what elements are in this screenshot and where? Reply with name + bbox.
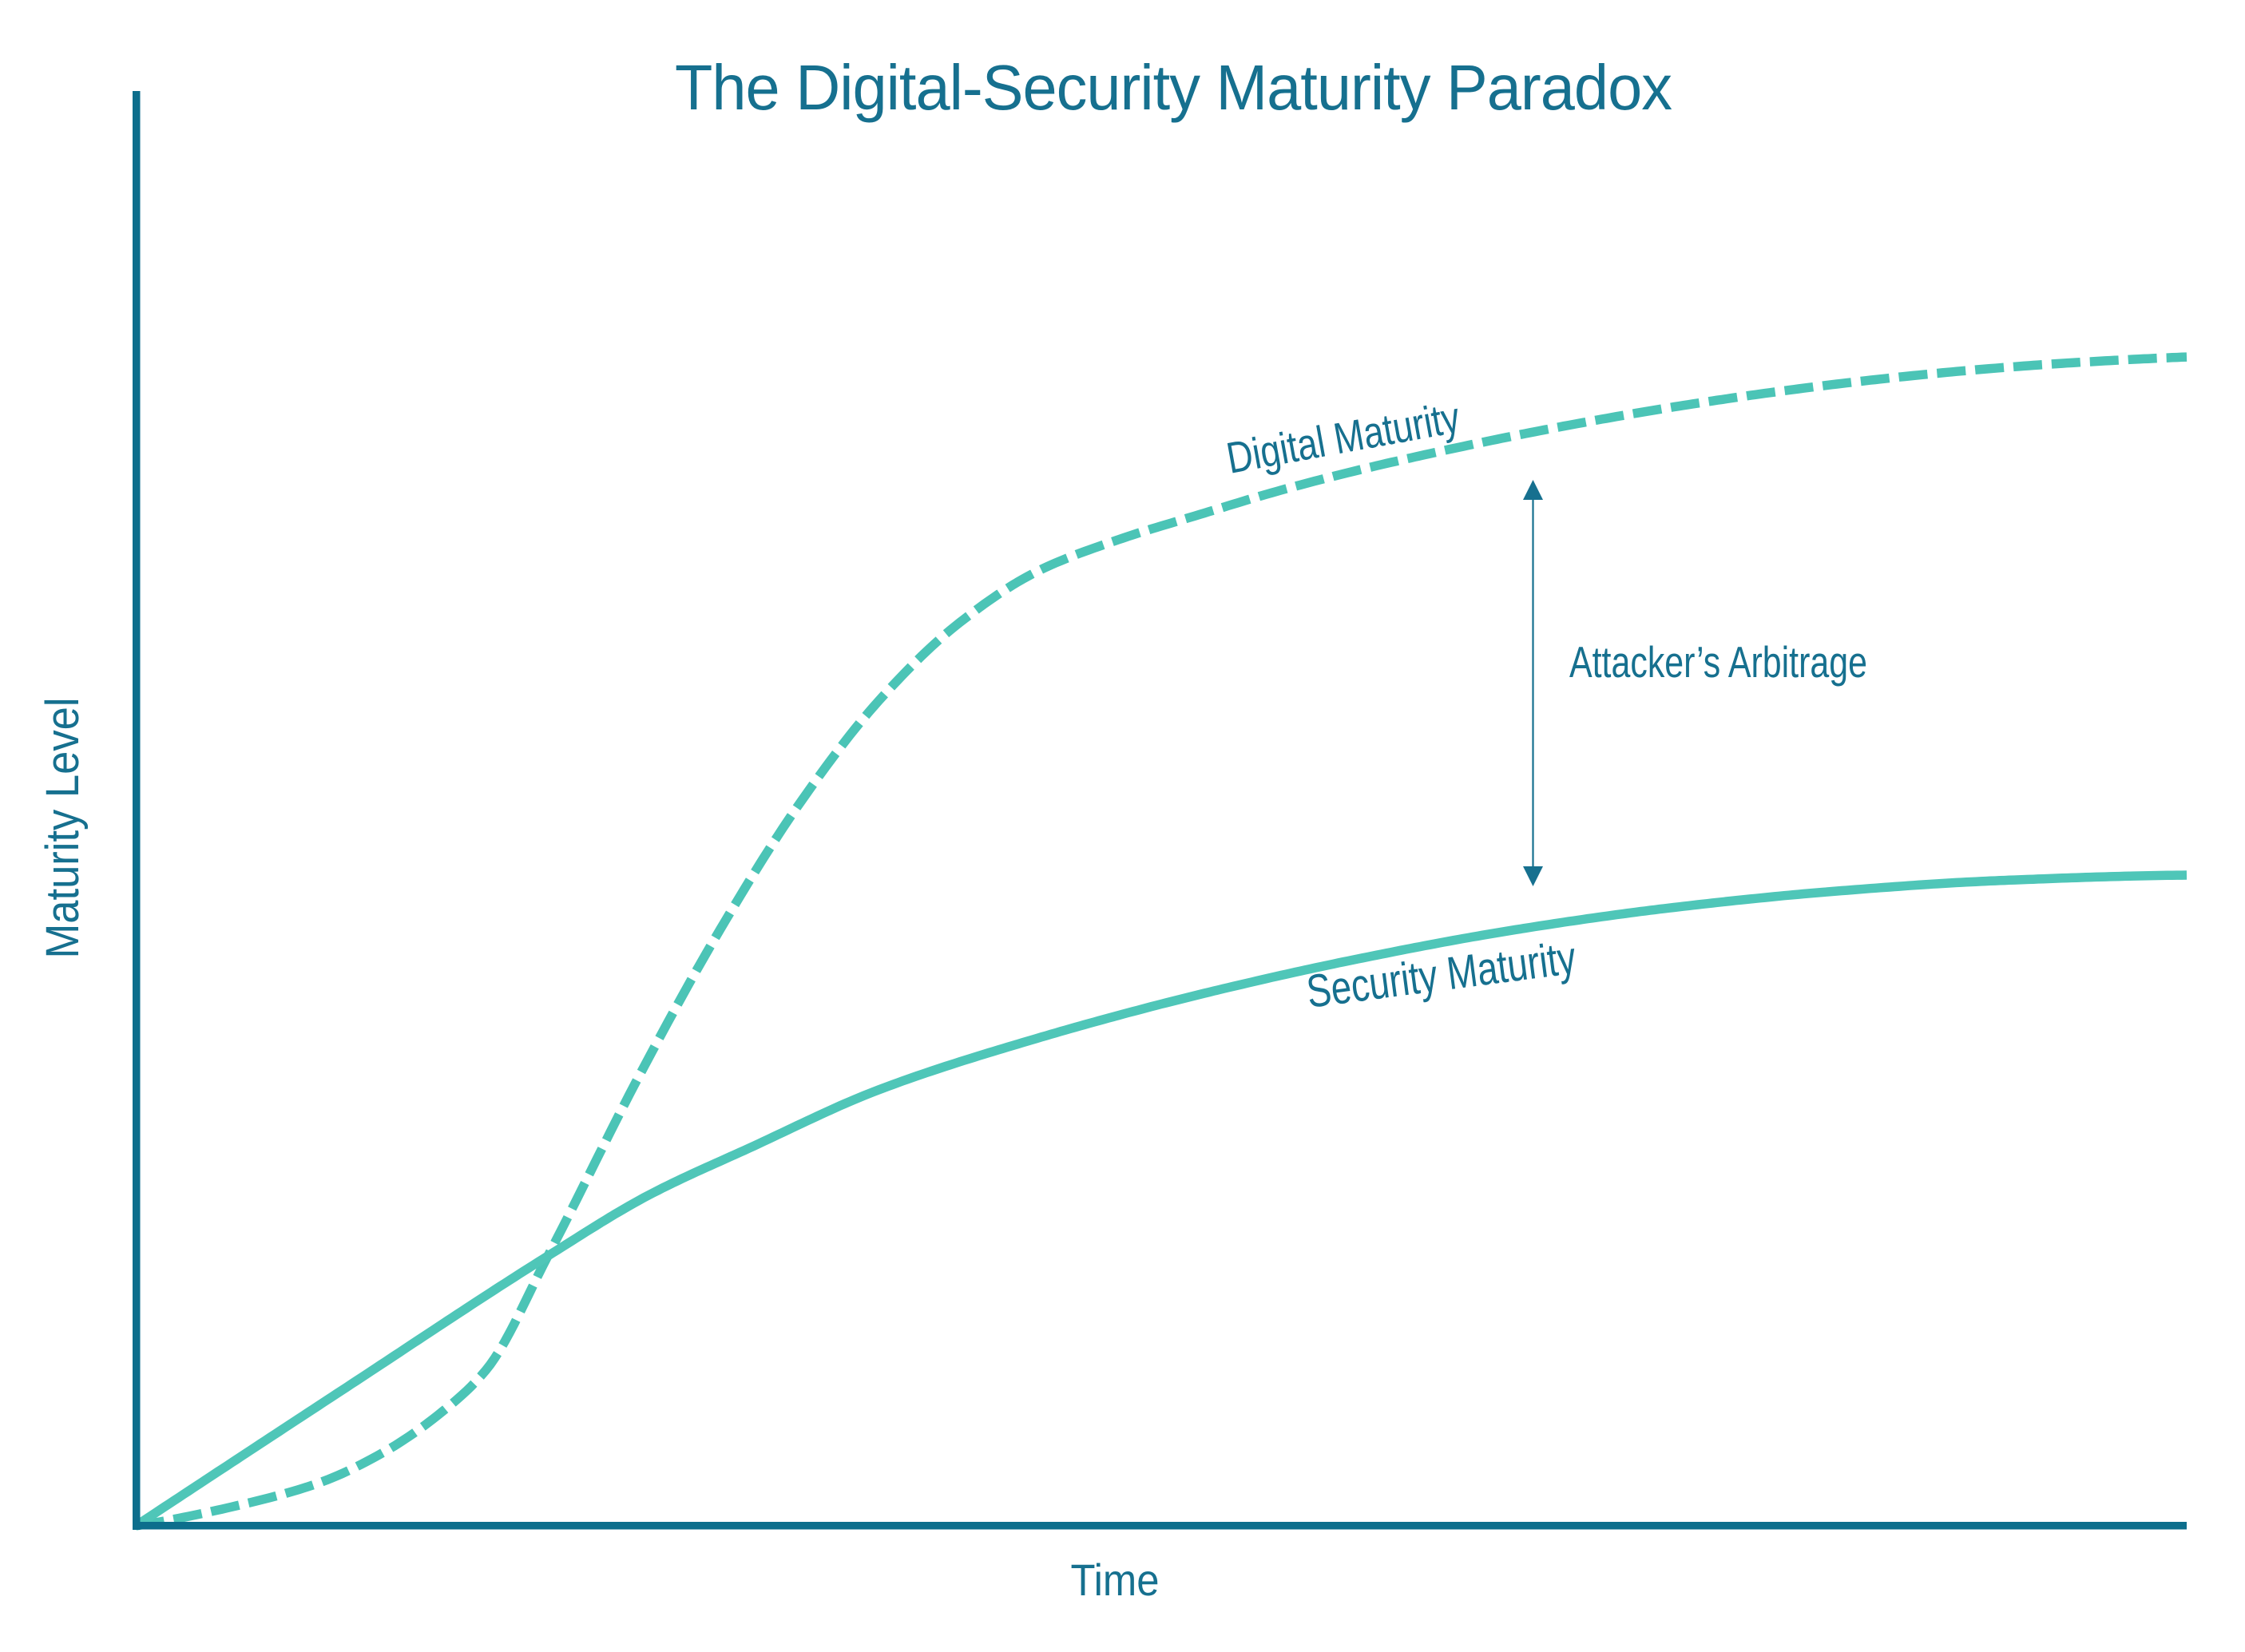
svg-text:Attacker’s Arbitrage: Attacker’s Arbitrage xyxy=(1569,637,1867,687)
svg-text:Time: Time xyxy=(1071,1555,1160,1605)
svg-text:Maturity Level: Maturity Level xyxy=(37,698,89,959)
svg-text:The Digital-Security Maturity: The Digital-Security Maturity Paradox xyxy=(675,52,1672,123)
